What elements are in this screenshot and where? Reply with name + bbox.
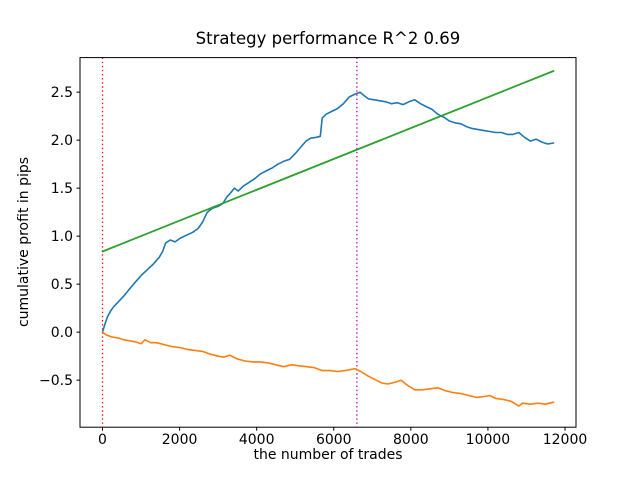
y-tick-label: 0.5	[51, 277, 73, 293]
series-cumulative-profit-long	[101, 91, 555, 333]
x-tick-label: 8000	[393, 432, 429, 448]
x-tick-label: 10000	[466, 432, 511, 448]
x-tick-label: 4000	[239, 432, 275, 448]
x-tick-label: 6000	[316, 432, 352, 448]
y-tick-label: 0.0	[51, 325, 73, 341]
y-tick-label: 1.5	[51, 181, 73, 197]
x-tick-label: 2000	[162, 432, 198, 448]
series-cumulative-profit-short	[101, 331, 555, 407]
x-axis-label: the number of trades	[253, 447, 403, 463]
x-tick-label: 0	[98, 432, 107, 448]
chart-title: Strategy performance R^2 0.69	[195, 29, 461, 48]
y-tick-label: 1.0	[51, 229, 73, 245]
y-tick-label: 2.5	[51, 85, 73, 101]
y-tick-label: 2.0	[51, 133, 73, 149]
axes-spines	[79, 57, 577, 428]
series-linear-regression-trend	[101, 70, 555, 253]
x-tick-label: 12000	[543, 432, 588, 448]
y-tick-label: −0.5	[39, 373, 73, 389]
